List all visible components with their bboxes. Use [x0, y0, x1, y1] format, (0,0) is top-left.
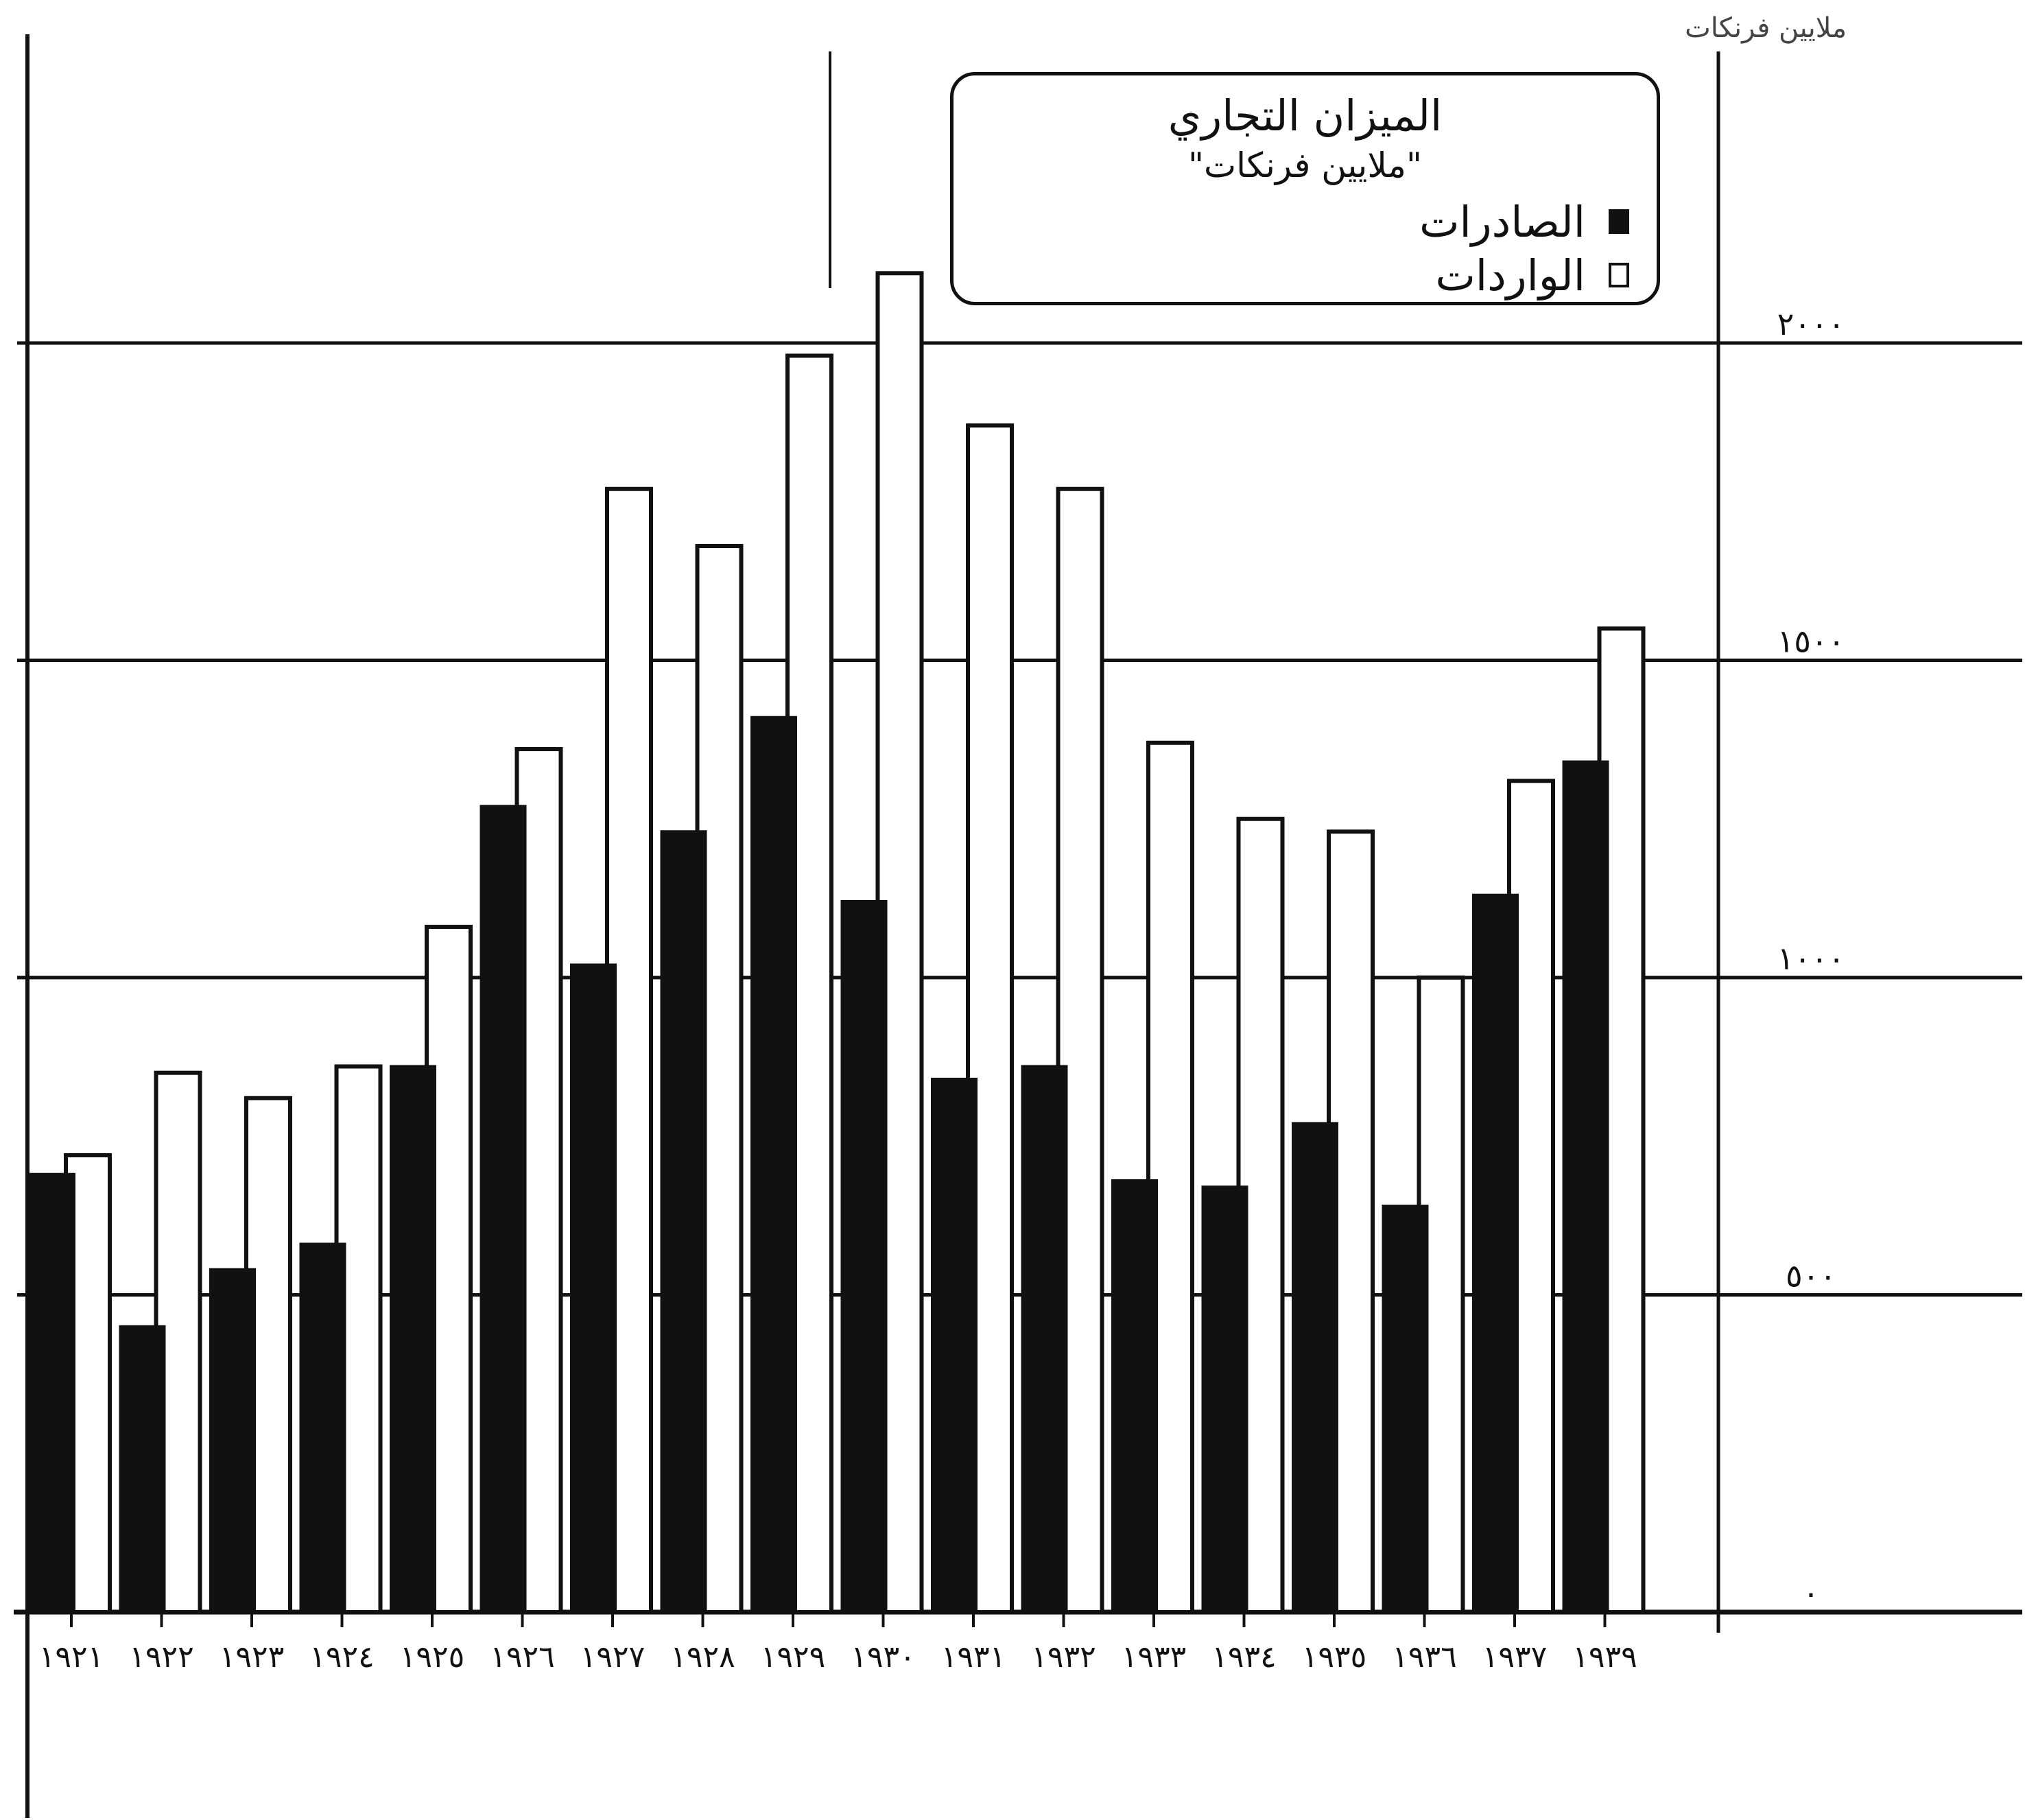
- y-tick-label: ٥٠٠: [1786, 1257, 1836, 1295]
- x-tick-label: ١٩٣٤: [1211, 1640, 1277, 1675]
- bar-exports: [1382, 1205, 1429, 1614]
- bar-exports: [840, 900, 888, 1614]
- x-tick-label: ١٩٢٧: [580, 1640, 646, 1675]
- bar-exports: [1562, 760, 1609, 1614]
- bar-exports: [1021, 1065, 1068, 1614]
- chart-title: الميزان التجاري: [1168, 91, 1443, 141]
- bar-exports: [1201, 1185, 1248, 1614]
- x-tick-label: ١٩٣٢: [1031, 1640, 1096, 1675]
- x-tick-label: ١٩٢٨: [670, 1640, 735, 1675]
- bar-exports: [299, 1242, 346, 1614]
- bar-exports: [660, 830, 707, 1614]
- x-tick-label: ١٩٣٧: [1482, 1640, 1548, 1675]
- legend-swatch-exports: [1609, 209, 1629, 234]
- legend: الميزان التجاري "ملايين فرنكات" الصادرات…: [950, 72, 1660, 305]
- x-tick-label: ١٩٢٤: [309, 1640, 375, 1675]
- y-tick-label: ١٥٠٠: [1777, 623, 1845, 660]
- bar-exports: [570, 963, 617, 1614]
- bar-exports: [119, 1325, 166, 1614]
- y-tick-label: ١٠٠٠: [1777, 940, 1845, 977]
- x-tick-label: ١٩٣١: [941, 1640, 1006, 1675]
- x-tick-label: ١٩٢٦: [490, 1640, 555, 1675]
- x-tick-label: ١٩٢٢: [129, 1640, 194, 1675]
- x-tick-label: ١٩٣٠: [851, 1640, 916, 1675]
- x-tick-label: ١٩٢١: [39, 1640, 104, 1675]
- x-tick-label: ١٩٣٦: [1392, 1640, 1457, 1675]
- bar-exports: [29, 1172, 75, 1614]
- chart-subtitle: "ملايين فرنكات": [1188, 145, 1422, 185]
- bar-exports: [1292, 1122, 1338, 1614]
- x-tick-label: ١٩٣٣: [1122, 1640, 1187, 1675]
- unit-label: ملايين فرنكات: [1685, 12, 1847, 44]
- legend-label-exports: الصادرات: [1419, 196, 1585, 247]
- bar-exports: [390, 1065, 436, 1614]
- bar-exports: [1472, 893, 1519, 1614]
- bar-exports: [479, 805, 527, 1614]
- legend-item-imports: الواردات: [1435, 250, 1629, 300]
- bar-exports: [931, 1078, 978, 1614]
- y-tick-label: ٠: [1803, 1574, 1820, 1611]
- x-tick-label: ١٩٢٣: [220, 1640, 285, 1675]
- x-tick-label: ١٩٢٩: [761, 1640, 826, 1675]
- legend-label-imports: الواردات: [1435, 250, 1585, 300]
- x-tick-label: ١٩٢٥: [400, 1640, 465, 1675]
- legend-item-exports: الصادرات: [1419, 196, 1629, 247]
- legend-swatch-imports: [1609, 263, 1629, 287]
- bar-exports: [1111, 1179, 1158, 1614]
- bar-exports: [209, 1268, 256, 1614]
- x-tick-label: ١٩٣٩: [1572, 1640, 1637, 1675]
- x-tick-label: ١٩٣٥: [1302, 1640, 1367, 1675]
- bar-exports: [750, 716, 797, 1614]
- y-tick-label: ٢٠٠٠: [1777, 305, 1845, 342]
